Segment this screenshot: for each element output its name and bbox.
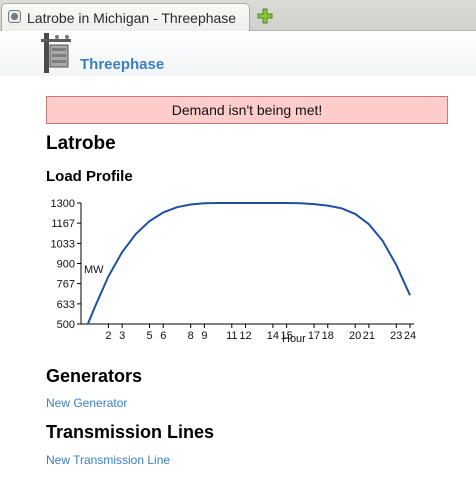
y-tick-label: 1033 — [51, 238, 75, 250]
x-tick-label: 8 — [188, 330, 194, 342]
x-tick-label: 20 — [349, 330, 361, 342]
browser-tab[interactable]: Latrobe in Michigan - Threephase — [1, 3, 250, 31]
x-tick-label: 24 — [404, 330, 416, 342]
load-profile-chart: 500 633 767 900 1033 1167 1300 2 3 5 6 8 9 11 12 14 15 1… — [51, 198, 417, 345]
y-tick-label: 633 — [57, 299, 75, 311]
load-series-line — [86, 202, 411, 325]
x-tick-label: 18 — [322, 330, 334, 342]
demand-alert: Demand isn't being met! — [46, 96, 448, 124]
x-tick-label: 23 — [390, 330, 402, 342]
power-pole-icon — [41, 33, 71, 73]
x-tick-label: 11 — [226, 330, 237, 342]
generators-heading: Generators — [46, 366, 143, 386]
x-tick-label: 3 — [119, 330, 125, 342]
x-tick-label: 5 — [146, 330, 152, 342]
x-tick-label: 9 — [201, 330, 207, 342]
site-title-link[interactable]: Threephase — [80, 56, 165, 73]
new-generator-link[interactable]: New Generator — [46, 396, 128, 410]
new-transmission-line-link[interactable]: New Transmission Line — [46, 453, 171, 467]
x-tick-label: 2 — [105, 330, 111, 342]
site-header: Threephase — [0, 31, 476, 76]
plus-icon[interactable] — [257, 8, 273, 24]
transmission-lines-heading: Transmission Lines — [46, 422, 215, 442]
browser-tab-title: Latrobe in Michigan - Threephase — [27, 10, 237, 26]
x-tick-label: 12 — [239, 330, 251, 342]
y-tick-label: 500 — [57, 319, 75, 331]
load-profile-heading: Load Profile — [46, 168, 133, 185]
x-tick-label: 6 — [160, 330, 166, 342]
city-title: Latrobe — [46, 133, 116, 154]
y-tick-label: 767 — [57, 279, 75, 291]
y-tick-label: 900 — [57, 259, 75, 271]
y-axis-label: MW — [84, 264, 104, 276]
x-tick-label: 21 — [363, 330, 375, 342]
browser-tab-bar: Latrobe in Michigan - Threephase — [0, 0, 476, 31]
x-tick-label: 14 — [267, 330, 279, 342]
y-tick-label: 1167 — [51, 218, 75, 230]
page-favicon-icon — [8, 10, 21, 23]
y-tick-label: 1300 — [51, 198, 75, 210]
x-axis-label: Hour — [282, 333, 306, 345]
x-tick-label: 17 — [308, 330, 320, 342]
x-tick-label: 15 — [281, 330, 293, 342]
